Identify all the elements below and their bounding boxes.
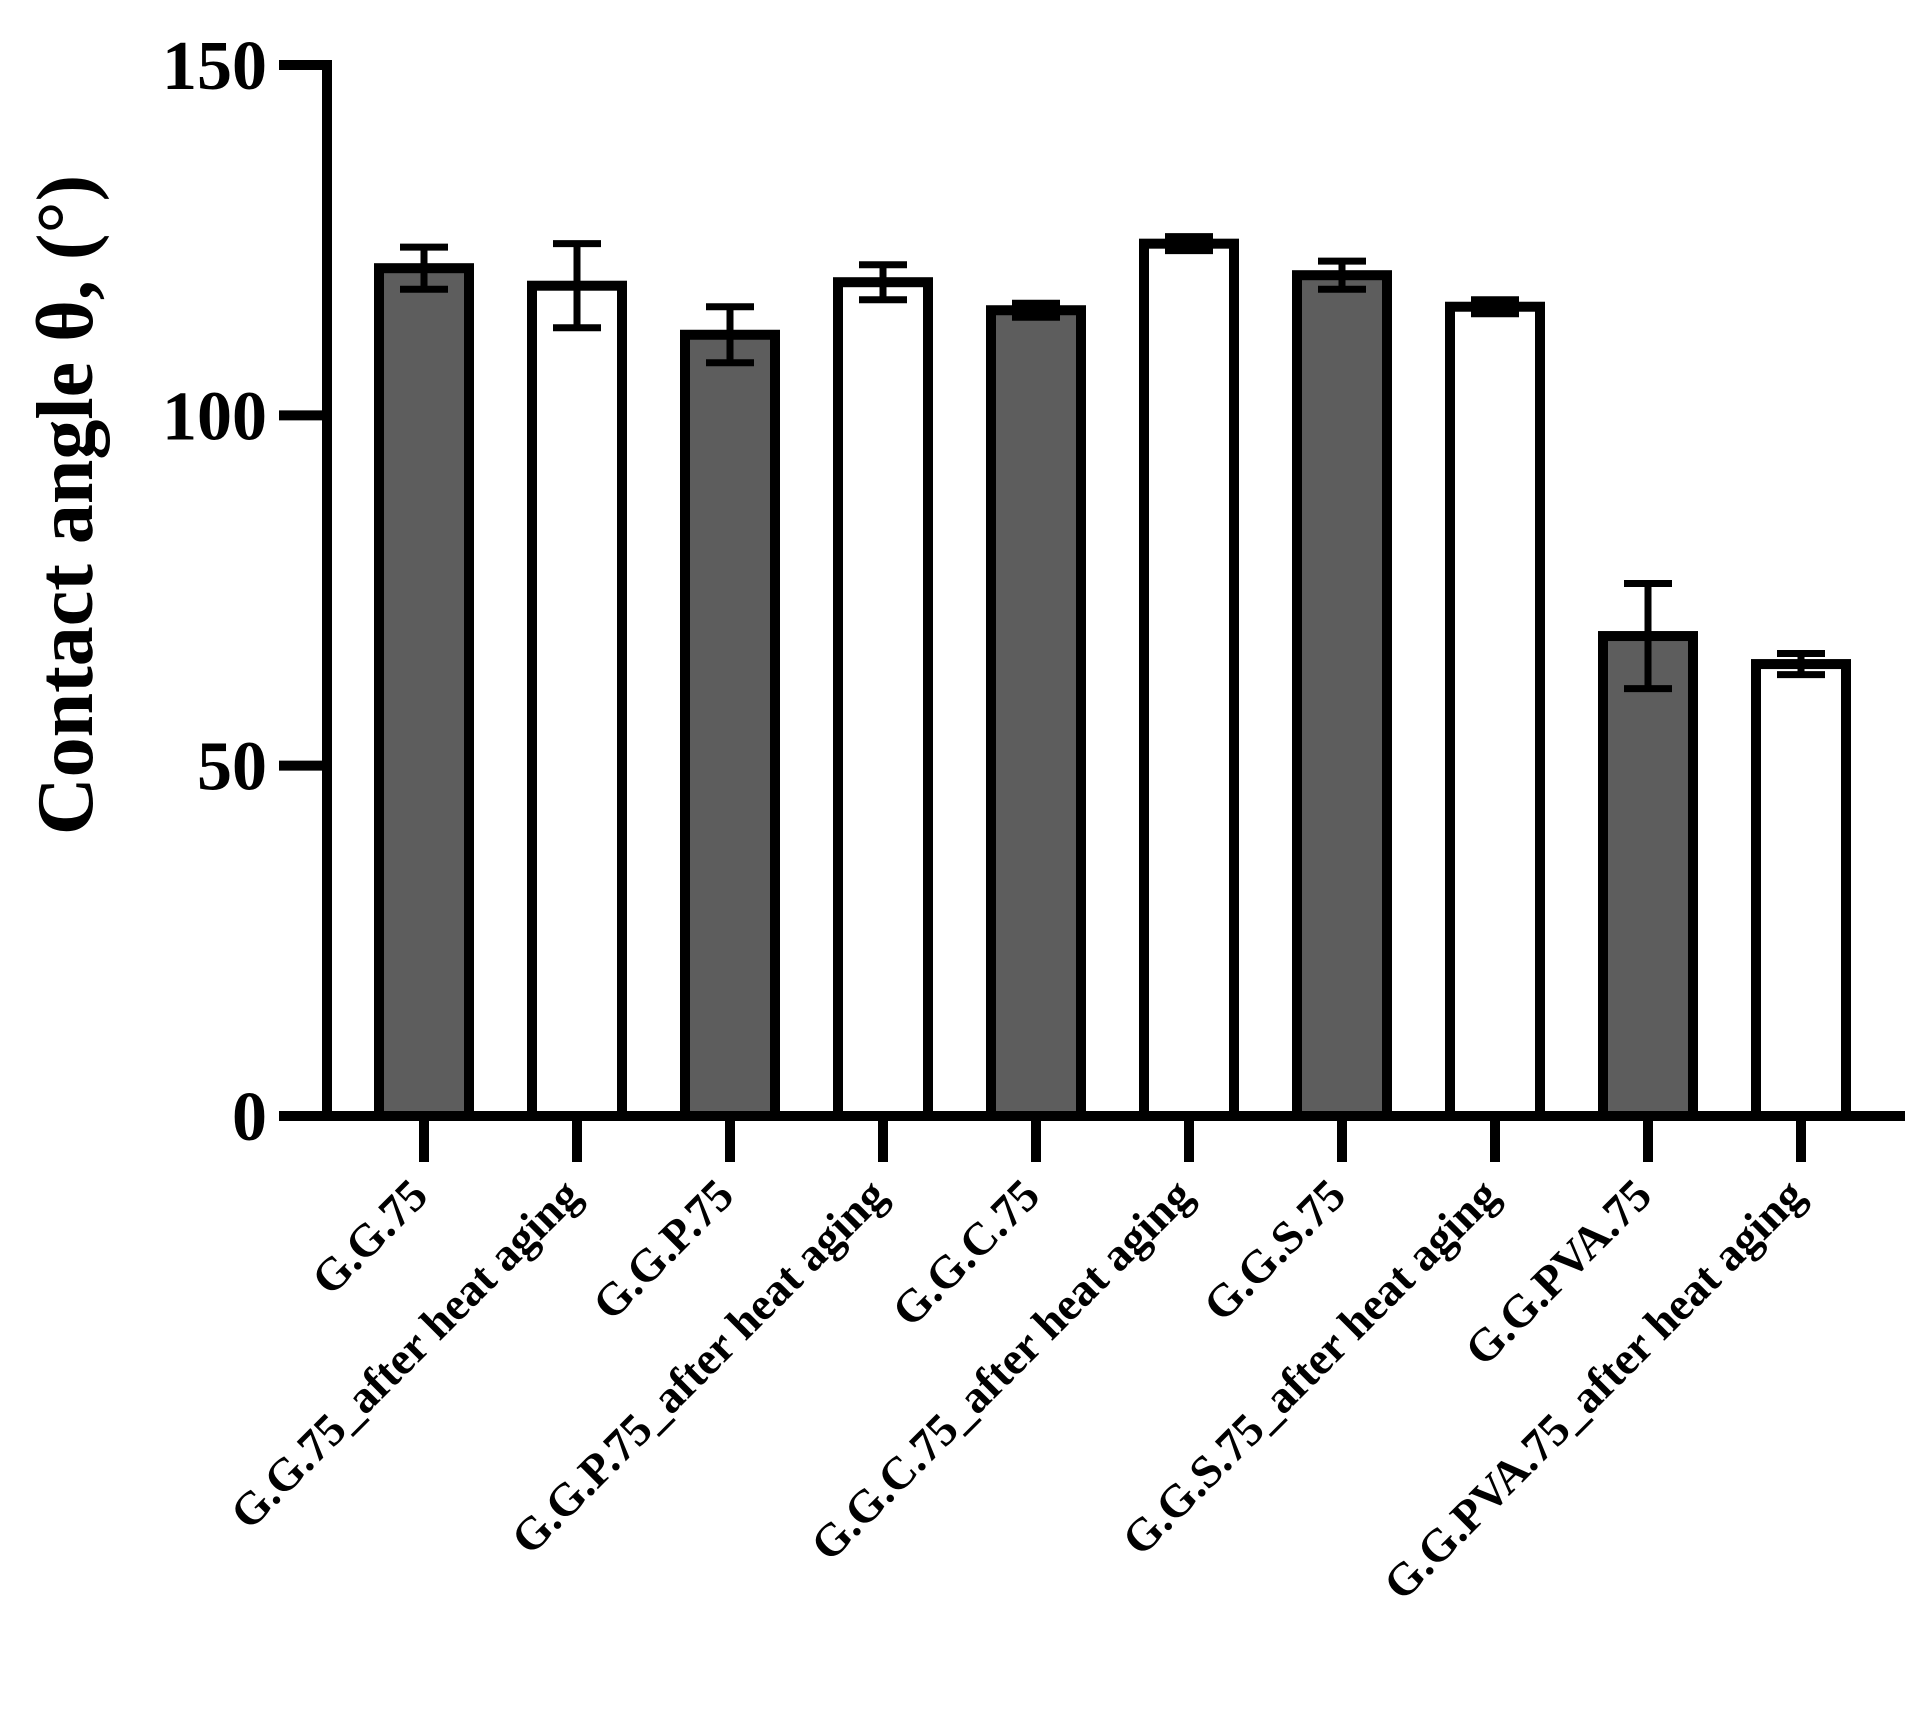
y-tick-label-100: 100: [162, 378, 267, 455]
y-tick-label-50: 50: [197, 729, 267, 806]
x-tick-label-7: G.G.S.75: [1193, 1169, 1355, 1331]
y-axis-title: Contact angle θ, (°): [22, 175, 110, 835]
bar-3: [680, 329, 780, 1121]
bar-4: [833, 277, 933, 1121]
x-tick-label-1: G.G.75: [302, 1169, 437, 1304]
bar-7: [1292, 270, 1392, 1121]
bar-8: [1445, 301, 1545, 1122]
y-tick-label-150: 150: [162, 28, 267, 105]
y-tick-label-0: 0: [232, 1079, 267, 1156]
bar-1: [374, 263, 474, 1121]
bar-5: [986, 305, 1086, 1121]
bar-10: [1751, 659, 1851, 1121]
x-tick-label-3: G.G.P.75: [583, 1169, 743, 1329]
bar-2: [527, 280, 627, 1121]
bar-9: [1598, 631, 1698, 1121]
bar-6: [1139, 238, 1239, 1122]
